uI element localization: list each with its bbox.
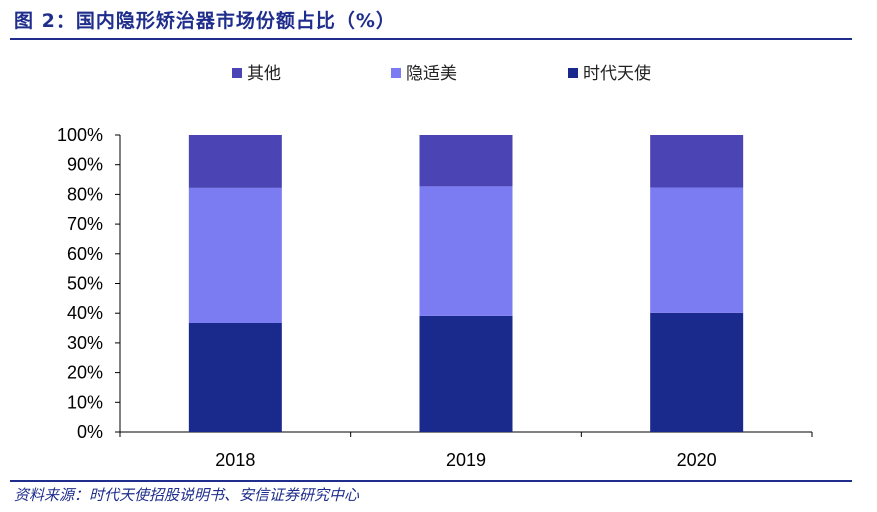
bar-segment	[188, 135, 282, 188]
x-tick-label: 2020	[677, 450, 717, 470]
x-tick-label: 2018	[215, 450, 255, 470]
y-tick-label: 0%	[77, 422, 103, 442]
legend-swatch	[568, 68, 578, 78]
bar-segment	[419, 135, 513, 187]
source-note: 资料来源：时代天使招股说明书、安信证券研究中心	[14, 486, 360, 504]
bar-segment	[188, 187, 282, 324]
bar-segment	[650, 187, 744, 313]
y-tick-label: 20%	[67, 363, 103, 383]
legend-swatch	[391, 68, 401, 78]
legend-swatch	[232, 68, 242, 78]
source-divider	[10, 480, 852, 482]
bar-segment	[419, 186, 513, 316]
y-tick-label: 30%	[67, 333, 103, 353]
bar-segment	[188, 323, 282, 432]
bar-segment	[419, 315, 513, 432]
y-tick-label: 70%	[67, 214, 103, 234]
y-tick-label: 50%	[67, 274, 103, 294]
legend-label: 时代天使	[583, 63, 651, 84]
y-tick-label: 40%	[67, 303, 103, 323]
bar-segment	[650, 312, 744, 432]
x-tick-label: 2019	[446, 450, 486, 470]
figure-title: 图 2：国内隐形矫治器市场份额占比（%）	[14, 10, 396, 32]
y-tick-label: 80%	[67, 184, 103, 204]
legend-label: 隐适美	[406, 64, 457, 84]
y-tick-label: 60%	[67, 244, 103, 264]
title-divider	[10, 38, 852, 40]
bar-segment	[650, 135, 744, 188]
y-tick-label: 100%	[57, 125, 103, 145]
y-tick-label: 90%	[67, 155, 103, 175]
legend-label: 其他	[247, 64, 281, 84]
y-tick-label: 10%	[67, 392, 103, 412]
